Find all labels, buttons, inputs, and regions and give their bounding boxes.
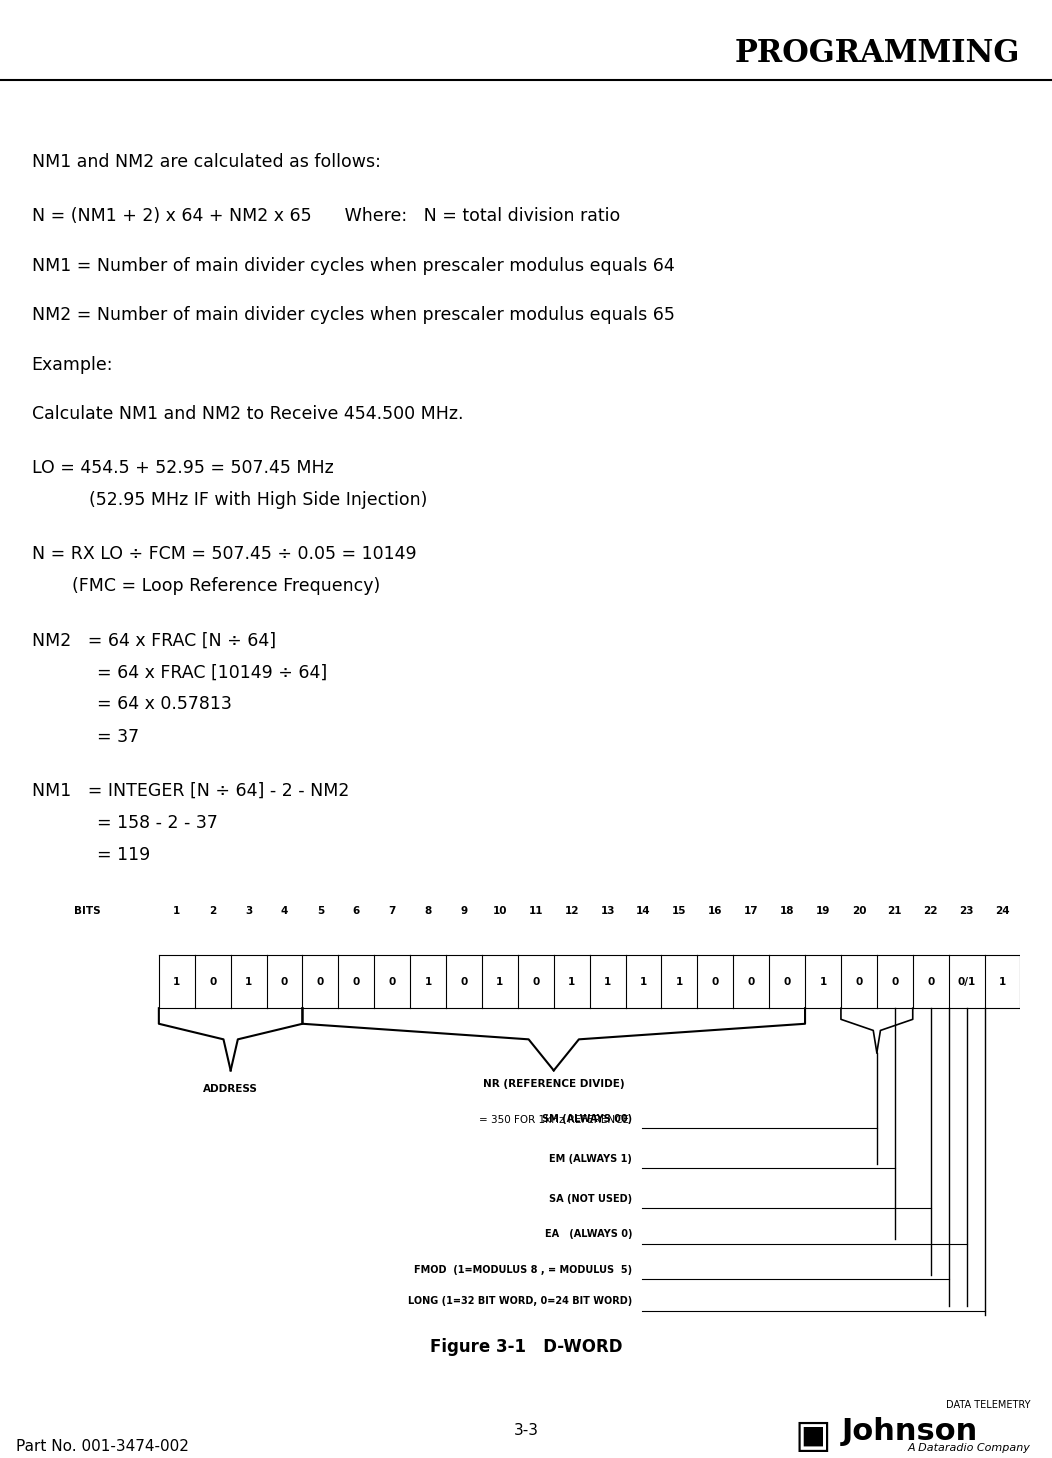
Text: PROGRAMMING: PROGRAMMING bbox=[735, 38, 1020, 69]
Text: = 37: = 37 bbox=[97, 728, 139, 745]
Text: 8: 8 bbox=[424, 905, 431, 916]
Text: 0: 0 bbox=[281, 977, 288, 987]
Text: 1: 1 bbox=[174, 977, 181, 987]
Text: DATA TELEMETRY: DATA TELEMETRY bbox=[947, 1400, 1031, 1410]
Text: N = RX LO ÷ FCM = 507.45 ÷ 0.05 = 10149: N = RX LO ÷ FCM = 507.45 ÷ 0.05 = 10149 bbox=[32, 545, 417, 563]
Text: EA   (ALWAYS 0): EA (ALWAYS 0) bbox=[545, 1229, 632, 1239]
Text: 9: 9 bbox=[461, 905, 467, 916]
Text: FMOD  (1=MODULUS 8 , = MODULUS  5): FMOD (1=MODULUS 8 , = MODULUS 5) bbox=[414, 1266, 632, 1274]
Text: 1: 1 bbox=[568, 977, 575, 987]
Text: SM (ALWAYS 00): SM (ALWAYS 00) bbox=[542, 1114, 632, 1124]
Text: 19: 19 bbox=[815, 905, 830, 916]
Text: Figure 3-1   D-WORD: Figure 3-1 D-WORD bbox=[430, 1338, 622, 1356]
Text: 0: 0 bbox=[711, 977, 719, 987]
Text: 1: 1 bbox=[245, 977, 252, 987]
Text: Part No. 001-3474-002: Part No. 001-3474-002 bbox=[16, 1439, 188, 1454]
Text: Example:: Example: bbox=[32, 356, 113, 373]
Text: 3: 3 bbox=[245, 905, 252, 916]
Text: Calculate NM1 and NM2 to Receive 454.500 MHz.: Calculate NM1 and NM2 to Receive 454.500… bbox=[32, 405, 463, 423]
Text: 17: 17 bbox=[744, 905, 758, 916]
Text: 1: 1 bbox=[497, 977, 504, 987]
Text: 20: 20 bbox=[852, 905, 866, 916]
Text: NM2   = 64 x FRAC [N ÷ 64]: NM2 = 64 x FRAC [N ÷ 64] bbox=[32, 631, 276, 649]
Text: 1: 1 bbox=[424, 977, 431, 987]
Text: 1: 1 bbox=[675, 977, 683, 987]
Text: 0: 0 bbox=[855, 977, 863, 987]
Text: 6: 6 bbox=[352, 905, 360, 916]
Text: 14: 14 bbox=[636, 905, 651, 916]
Text: N = (NM1 + 2) x 64 + NM2 x 65      Where:   N = total division ratio: N = (NM1 + 2) x 64 + NM2 x 65 Where: N =… bbox=[32, 207, 620, 225]
Text: 0: 0 bbox=[317, 977, 324, 987]
Text: 10: 10 bbox=[492, 905, 507, 916]
Text: = 350 FOR 1kHz REFERENCE: = 350 FOR 1kHz REFERENCE bbox=[479, 1115, 629, 1126]
Text: 1: 1 bbox=[998, 977, 1006, 987]
Text: 0: 0 bbox=[784, 977, 791, 987]
Text: 1: 1 bbox=[820, 977, 827, 987]
Text: NM1   = INTEGER [N ÷ 64] - 2 - NM2: NM1 = INTEGER [N ÷ 64] - 2 - NM2 bbox=[32, 781, 349, 799]
Text: LO = 454.5 + 52.95 = 507.45 MHz: LO = 454.5 + 52.95 = 507.45 MHz bbox=[32, 459, 333, 477]
Text: 1: 1 bbox=[174, 905, 181, 916]
Text: = 119: = 119 bbox=[97, 846, 150, 863]
Text: 0: 0 bbox=[748, 977, 755, 987]
Text: NR (REFERENCE DIVIDE): NR (REFERENCE DIVIDE) bbox=[483, 1079, 625, 1089]
Text: 2: 2 bbox=[209, 905, 217, 916]
Text: 23: 23 bbox=[959, 905, 974, 916]
Text: 18: 18 bbox=[780, 905, 794, 916]
Text: 24: 24 bbox=[995, 905, 1010, 916]
Text: Johnson: Johnson bbox=[842, 1417, 978, 1446]
Text: ▣: ▣ bbox=[794, 1417, 831, 1455]
Text: BITS: BITS bbox=[74, 905, 100, 916]
Text: 21: 21 bbox=[888, 905, 902, 916]
Text: ADDRESS: ADDRESS bbox=[203, 1083, 258, 1094]
Text: = 64 x 0.57813: = 64 x 0.57813 bbox=[97, 695, 231, 713]
Text: 1: 1 bbox=[640, 977, 647, 987]
Text: (FMC = Loop Reference Frequency): (FMC = Loop Reference Frequency) bbox=[72, 577, 380, 595]
Text: NM1 and NM2 are calculated as follows:: NM1 and NM2 are calculated as follows: bbox=[32, 153, 381, 171]
Text: 0: 0 bbox=[388, 977, 396, 987]
Text: 7: 7 bbox=[388, 905, 396, 916]
Text: 13: 13 bbox=[601, 905, 614, 916]
Text: 0/1: 0/1 bbox=[957, 977, 975, 987]
Text: 11: 11 bbox=[528, 905, 543, 916]
Text: 15: 15 bbox=[672, 905, 687, 916]
Text: 0: 0 bbox=[532, 977, 540, 987]
Text: 0: 0 bbox=[352, 977, 360, 987]
Text: 1: 1 bbox=[604, 977, 611, 987]
Text: 4: 4 bbox=[281, 905, 288, 916]
Text: 0: 0 bbox=[927, 977, 934, 987]
Text: NM2 = Number of main divider cycles when prescaler modulus equals 65: NM2 = Number of main divider cycles when… bbox=[32, 306, 674, 324]
Text: A Dataradio Company: A Dataradio Company bbox=[908, 1443, 1031, 1454]
Text: = 158 - 2 - 37: = 158 - 2 - 37 bbox=[97, 814, 218, 831]
Text: 5: 5 bbox=[317, 905, 324, 916]
Text: EM (ALWAYS 1): EM (ALWAYS 1) bbox=[549, 1153, 632, 1163]
Text: (52.95 MHz IF with High Side Injection): (52.95 MHz IF with High Side Injection) bbox=[89, 491, 428, 509]
Text: 12: 12 bbox=[565, 905, 579, 916]
Text: = 64 x FRAC [10149 ÷ 64]: = 64 x FRAC [10149 ÷ 64] bbox=[97, 663, 327, 681]
Text: 16: 16 bbox=[708, 905, 723, 916]
Text: 3-3: 3-3 bbox=[513, 1423, 539, 1438]
Text: 22: 22 bbox=[924, 905, 938, 916]
Text: 0: 0 bbox=[209, 977, 217, 987]
Text: LONG (1=32 BIT WORD, 0=24 BIT WORD): LONG (1=32 BIT WORD, 0=24 BIT WORD) bbox=[408, 1296, 632, 1306]
Text: 0: 0 bbox=[461, 977, 468, 987]
Text: SA (NOT USED): SA (NOT USED) bbox=[549, 1194, 632, 1204]
Text: 0: 0 bbox=[891, 977, 898, 987]
Text: NM1 = Number of main divider cycles when prescaler modulus equals 64: NM1 = Number of main divider cycles when… bbox=[32, 257, 674, 274]
